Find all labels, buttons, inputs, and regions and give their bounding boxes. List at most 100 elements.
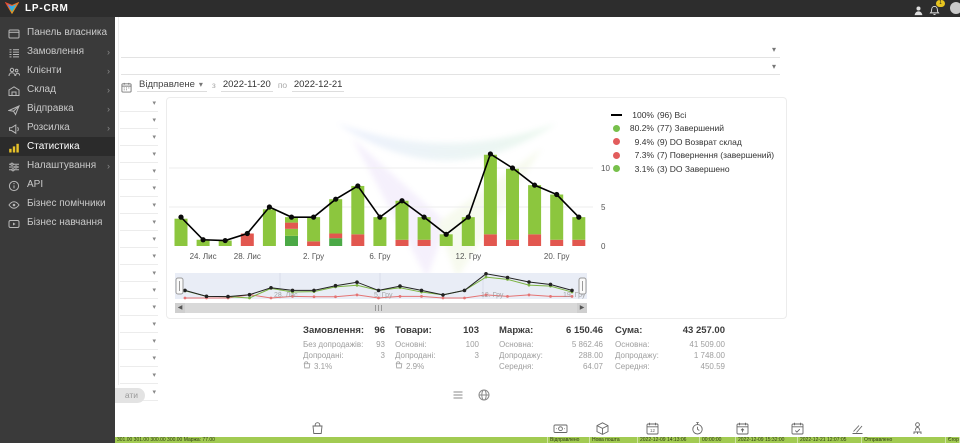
- bar-segment[interactable]: [506, 168, 519, 240]
- bar-segment[interactable]: [285, 217, 298, 223]
- sidebar-item-shipping[interactable]: Відправка ›: [0, 99, 115, 118]
- bar-segment[interactable]: [329, 238, 343, 246]
- timer-icon[interactable]: [690, 421, 705, 436]
- sidebar-item-mailing[interactable]: Розсилка ›: [0, 118, 115, 137]
- bar-segment[interactable]: [307, 241, 321, 246]
- bar-segment[interactable]: [550, 239, 564, 246]
- bar-segment[interactable]: [572, 239, 586, 246]
- calendar-status-icon[interactable]: [790, 421, 805, 436]
- line-point[interactable]: [443, 231, 449, 237]
- sidebar-item-training[interactable]: Бізнес навчання: [0, 213, 115, 232]
- line-point[interactable]: [178, 214, 184, 220]
- package-icon[interactable]: [595, 421, 610, 436]
- line-point[interactable]: [399, 198, 405, 204]
- left-filter-select-9[interactable]: ▾: [120, 231, 158, 248]
- legend-item[interactable]: 100% (96) Всі: [610, 108, 774, 122]
- legend-item[interactable]: 80.2% (77) Завершений: [610, 122, 774, 136]
- date-to-input[interactable]: [292, 78, 345, 92]
- line-point[interactable]: [465, 214, 471, 220]
- left-filter-select-16[interactable]: ▾: [120, 350, 158, 367]
- bar-segment[interactable]: [395, 239, 409, 246]
- org-person-icon[interactable]: [910, 421, 925, 436]
- bar-segment[interactable]: [307, 217, 321, 242]
- bar-segment[interactable]: [351, 234, 365, 246]
- left-filter-select-11[interactable]: ▾: [120, 265, 158, 282]
- line-point[interactable]: [355, 183, 361, 189]
- line-point[interactable]: [222, 237, 228, 244]
- bar-segment[interactable]: [461, 217, 475, 246]
- legend-item[interactable]: 3.1% (3) DO Завершено: [610, 162, 774, 176]
- bar-segment[interactable]: [417, 239, 431, 246]
- bar-segment[interactable]: [528, 234, 542, 246]
- left-filter-select-14[interactable]: ▾: [120, 316, 158, 333]
- sidebar-item-statistics[interactable]: Статистика: [0, 137, 115, 156]
- user-icon[interactable]: [913, 3, 924, 16]
- left-filter-select-10[interactable]: ▾: [120, 248, 158, 265]
- bar-segment[interactable]: [240, 233, 254, 246]
- left-filter-select-8[interactable]: ▾: [120, 214, 158, 231]
- bar-segment[interactable]: [174, 218, 188, 246]
- date-type-select[interactable]: Відправлене ▾: [137, 79, 207, 92]
- sidebar-item-clients[interactable]: Клієнти ›: [0, 61, 115, 80]
- left-filter-select-12[interactable]: ▾: [120, 282, 158, 299]
- left-filter-select-2[interactable]: ▾: [120, 112, 158, 129]
- scroll-left-icon[interactable]: ◀: [175, 303, 185, 313]
- bar-segment[interactable]: [417, 217, 431, 240]
- sidebar-item-api[interactable]: API: [0, 175, 115, 194]
- sidebar-item-assistants[interactable]: Бізнес помічники: [0, 194, 115, 213]
- line-point[interactable]: [311, 214, 317, 220]
- left-filter-select-6[interactable]: ▾: [120, 180, 158, 197]
- bar-segment[interactable]: [285, 222, 298, 229]
- bar-segment[interactable]: [285, 235, 298, 246]
- navigator-selection[interactable]: [175, 273, 587, 299]
- bar-segment[interactable]: [550, 194, 564, 240]
- line-point[interactable]: [288, 214, 295, 220]
- left-filter-select-1[interactable]: ▾: [120, 95, 158, 112]
- bar-segment[interactable]: [329, 199, 343, 234]
- left-filter-select-17[interactable]: ▾: [120, 367, 158, 384]
- globe-icon[interactable]: [477, 388, 491, 402]
- line-point[interactable]: [421, 214, 427, 220]
- line-point[interactable]: [266, 204, 272, 210]
- line-point[interactable]: [377, 214, 383, 220]
- stats-lines-icon[interactable]: [850, 421, 865, 436]
- filter-select-2[interactable]: ▾: [121, 61, 780, 75]
- line-point[interactable]: [487, 151, 493, 157]
- main-chart[interactable]: 24. Лис 28. Лис 2. Гру 6. Гру 12. Гру 20. Гру…: [169, 140, 621, 268]
- left-filter-select-3[interactable]: ▾: [120, 129, 158, 146]
- legend-item[interactable]: 9.4% (9) DO Возврат склад: [610, 135, 774, 149]
- line-point[interactable]: [576, 214, 582, 220]
- logo[interactable]: LP-CRM: [5, 2, 69, 14]
- left-filter-select-4[interactable]: ▾: [120, 146, 158, 163]
- bag-icon[interactable]: [310, 421, 325, 436]
- bar-segment[interactable]: [196, 239, 210, 246]
- chart-scrollbar[interactable]: ◀ ▶: [175, 303, 587, 313]
- navigator-handle-right[interactable]: [578, 277, 587, 295]
- left-filter-select-5[interactable]: ▾: [120, 163, 158, 180]
- bar-segment[interactable]: [439, 234, 453, 246]
- calendar-date-icon[interactable]: 12: [645, 421, 660, 436]
- bar-segment[interactable]: [329, 233, 343, 239]
- sidebar-item-warehouse[interactable]: Склад ›: [0, 80, 115, 99]
- avatar[interactable]: [950, 2, 960, 14]
- left-filter-select-15[interactable]: ▾: [120, 333, 158, 350]
- bar-segment[interactable]: [218, 240, 232, 246]
- chart-navigator[interactable]: 28. Лис 5. Гру 12. Гру 19. Гру: [175, 271, 587, 301]
- date-from-input[interactable]: [220, 78, 273, 92]
- bell-icon[interactable]: [929, 3, 940, 15]
- line-point[interactable]: [244, 230, 250, 237]
- bar-segment[interactable]: [395, 200, 409, 240]
- bar-segment[interactable]: [506, 239, 519, 246]
- line-point[interactable]: [509, 165, 516, 171]
- scroll-right-icon[interactable]: ▶: [577, 303, 587, 313]
- legend-item[interactable]: 7.3% (7) Повернення (завершений): [610, 149, 774, 163]
- bar-segment[interactable]: [572, 217, 586, 240]
- bar-segment[interactable]: [373, 217, 387, 246]
- line-point[interactable]: [554, 191, 560, 198]
- sidebar-item-dashboard[interactable]: Панель власника: [0, 23, 115, 42]
- line-point[interactable]: [333, 196, 339, 202]
- bar-segment[interactable]: [351, 185, 365, 235]
- banknote-icon[interactable]: [553, 421, 568, 436]
- scrollbar-grip[interactable]: [371, 305, 385, 311]
- navigator-handle-left[interactable]: [175, 277, 184, 295]
